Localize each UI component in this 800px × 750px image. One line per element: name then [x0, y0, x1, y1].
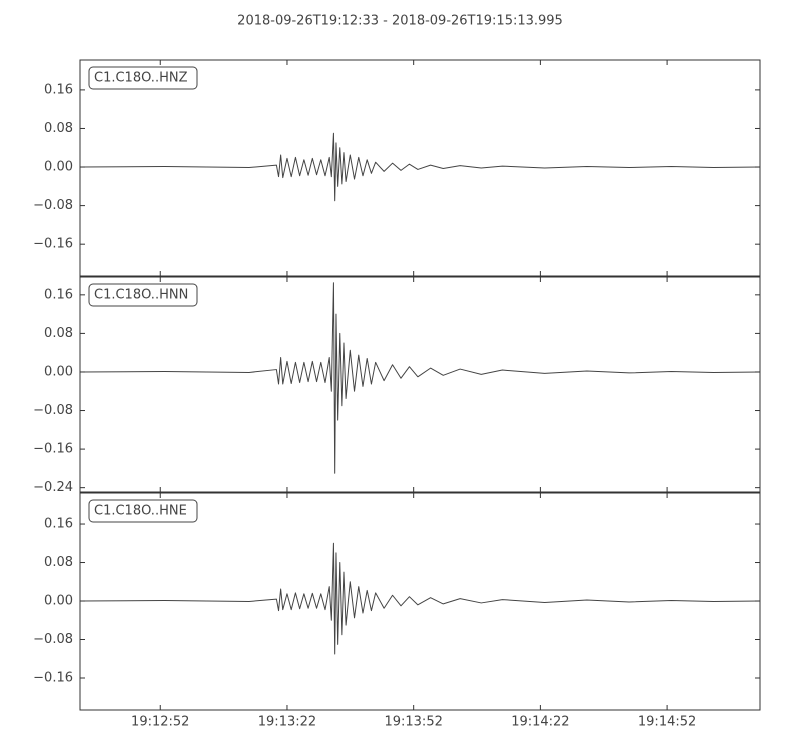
label-box — [88, 499, 198, 523]
panel-frame — [79, 276, 761, 493]
y-tick-label: −0.16 — [33, 442, 73, 457]
y-tick-label: 0.08 — [44, 555, 73, 570]
y-tick-label: 0.00 — [44, 364, 73, 379]
waveform — [79, 542, 761, 655]
y-tick-label: −0.08 — [33, 403, 73, 418]
x-tick-label: 19:13:22 — [258, 715, 316, 730]
chart-title: 2018-09-26T19:12:33 - 2018-09-26T19:15:1… — [237, 14, 563, 29]
y-tick-label: 0.00 — [44, 594, 73, 609]
trace-label: C1.C18O..HNE — [94, 504, 187, 519]
y-tick-label: −0.24 — [33, 480, 73, 495]
y-tick-label: −0.16 — [33, 671, 73, 686]
waveform — [79, 282, 761, 474]
waveform — [79, 132, 761, 202]
y-tick-label: −0.16 — [33, 237, 73, 252]
x-tick-label: 19:14:22 — [511, 715, 569, 730]
x-tick-label: 19:14:52 — [638, 715, 696, 730]
label-box — [88, 66, 198, 90]
y-tick-label: 0.00 — [44, 160, 73, 175]
y-tick-label: 0.08 — [44, 121, 73, 136]
y-tick-label: 0.16 — [44, 287, 73, 302]
y-tick-label: −0.08 — [33, 198, 73, 213]
label-box — [88, 283, 198, 307]
panel-frame — [79, 59, 761, 277]
y-tick-label: 0.16 — [44, 82, 73, 97]
y-tick-label: −0.08 — [33, 632, 73, 647]
x-tick-label: 19:13:52 — [384, 715, 442, 730]
y-tick-label: 0.08 — [44, 326, 73, 341]
trace-label: C1.C18O..HNZ — [94, 71, 188, 86]
panel-frame — [79, 492, 761, 711]
trace-label: C1.C18O..HNN — [94, 288, 188, 303]
y-tick-label: 0.16 — [44, 517, 73, 532]
x-tick-label: 19:12:52 — [131, 715, 189, 730]
